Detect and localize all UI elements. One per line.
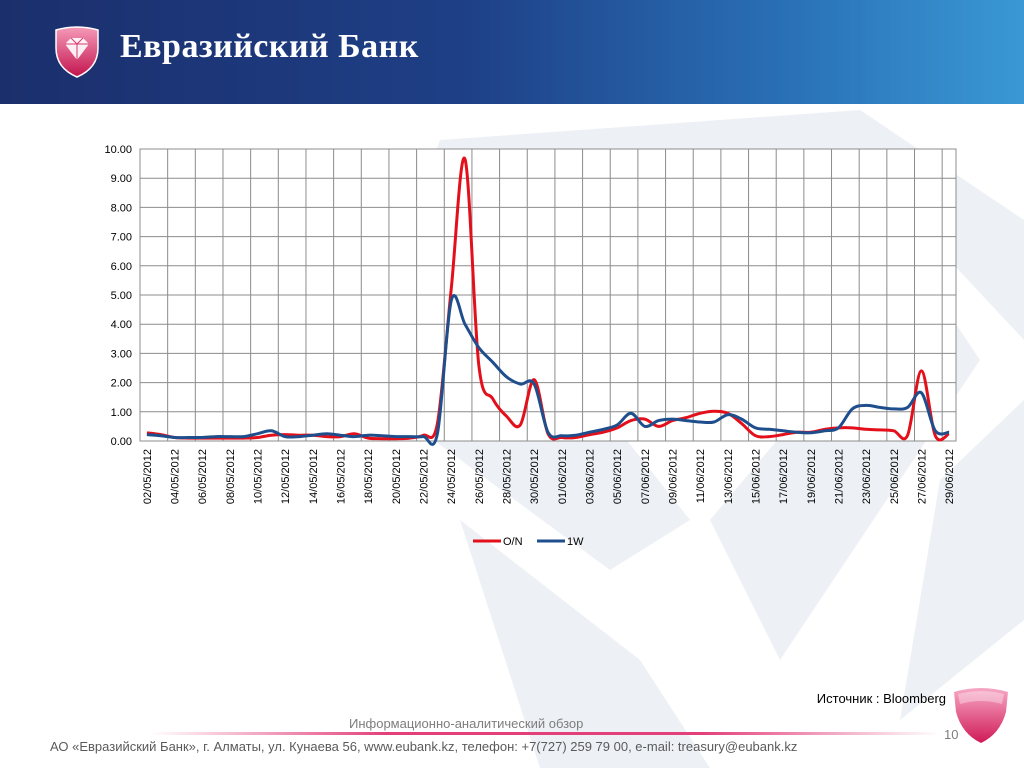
y-tick-label: 10.00 xyxy=(104,144,132,156)
diamond-shield-icon xyxy=(55,26,99,78)
y-tick-label: 9.00 xyxy=(111,173,132,185)
x-tick-label: 26/05/2012 xyxy=(474,449,486,504)
footer-title: Информационно-аналитический обзор xyxy=(349,716,584,731)
y-tick-label: 8.00 xyxy=(111,202,132,214)
bank-name: Евразийский Банк xyxy=(120,28,419,65)
x-tick-label: 03/06/2012 xyxy=(584,449,596,504)
x-tick-label: 21/06/2012 xyxy=(833,449,845,504)
footer-divider xyxy=(150,732,940,735)
page-number: 10 xyxy=(944,727,959,742)
x-tick-label: 11/06/2012 xyxy=(695,449,707,503)
y-tick-label: 5.00 xyxy=(111,290,132,302)
x-tick-label: 08/05/2012 xyxy=(225,449,237,504)
header-banner: Евразийский Банк xyxy=(0,0,1024,104)
legend-label: 1W xyxy=(567,536,584,548)
x-tick-label: 20/05/2012 xyxy=(391,449,403,504)
y-tick-label: 3.00 xyxy=(111,348,132,360)
y-tick-label: 7.00 xyxy=(111,232,132,244)
x-tick-label: 10/05/2012 xyxy=(253,449,265,504)
y-tick-label: 4.00 xyxy=(111,319,132,331)
x-tick-label: 28/05/2012 xyxy=(502,449,514,504)
x-tick-label: 02/05/2012 xyxy=(142,449,154,504)
y-tick-label: 6.00 xyxy=(111,261,132,273)
x-tick-label: 06/05/2012 xyxy=(197,449,209,504)
rate-chart: 0.00 1.00 2.00 3.00 4.00 5.00 6.00 7.00 8.00 9.00… xyxy=(104,144,957,548)
x-tick-label: 07/06/2012 xyxy=(640,449,652,504)
x-tick-label: 04/05/2012 xyxy=(170,449,182,504)
x-tick-label: 16/05/2012 xyxy=(336,449,348,504)
x-tick-label: 15/06/2012 xyxy=(750,449,762,504)
legend-label: O/N xyxy=(503,536,523,548)
x-tick-label: 25/06/2012 xyxy=(889,449,901,504)
series-line-1w xyxy=(146,294,950,446)
x-tick-label: 01/06/2012 xyxy=(557,449,569,504)
x-tick-label: 18/05/2012 xyxy=(363,449,375,504)
x-tick-label: 27/06/2012 xyxy=(916,449,928,504)
y-tick-label: 2.00 xyxy=(111,378,132,390)
x-tick-label: 17/06/2012 xyxy=(778,449,790,504)
x-tick-label: 12/05/2012 xyxy=(280,449,292,504)
x-tick-label: 09/06/2012 xyxy=(667,449,679,504)
gem-icon xyxy=(954,688,1008,743)
x-tick-label: 19/06/2012 xyxy=(806,449,818,504)
y-tick-label: 1.00 xyxy=(111,407,132,419)
x-tick-label: 23/06/2012 xyxy=(861,449,873,504)
footer-contacts: АО «Евразийский Банк», г. Алматы, ул. Ку… xyxy=(50,739,798,754)
x-tick-label: 05/06/2012 xyxy=(612,449,624,504)
x-tick-label: 30/05/2012 xyxy=(529,449,541,504)
x-tick-label: 24/05/2012 xyxy=(446,449,458,504)
x-tick-label: 13/06/2012 xyxy=(723,449,735,504)
y-tick-label: 0.00 xyxy=(111,436,132,448)
x-tick-label: 29/06/2012 xyxy=(944,449,956,504)
x-tick-label: 14/05/2012 xyxy=(308,449,320,504)
source-label: Источник : Bloomberg xyxy=(816,691,946,706)
x-tick-label: 22/05/2012 xyxy=(419,449,431,504)
